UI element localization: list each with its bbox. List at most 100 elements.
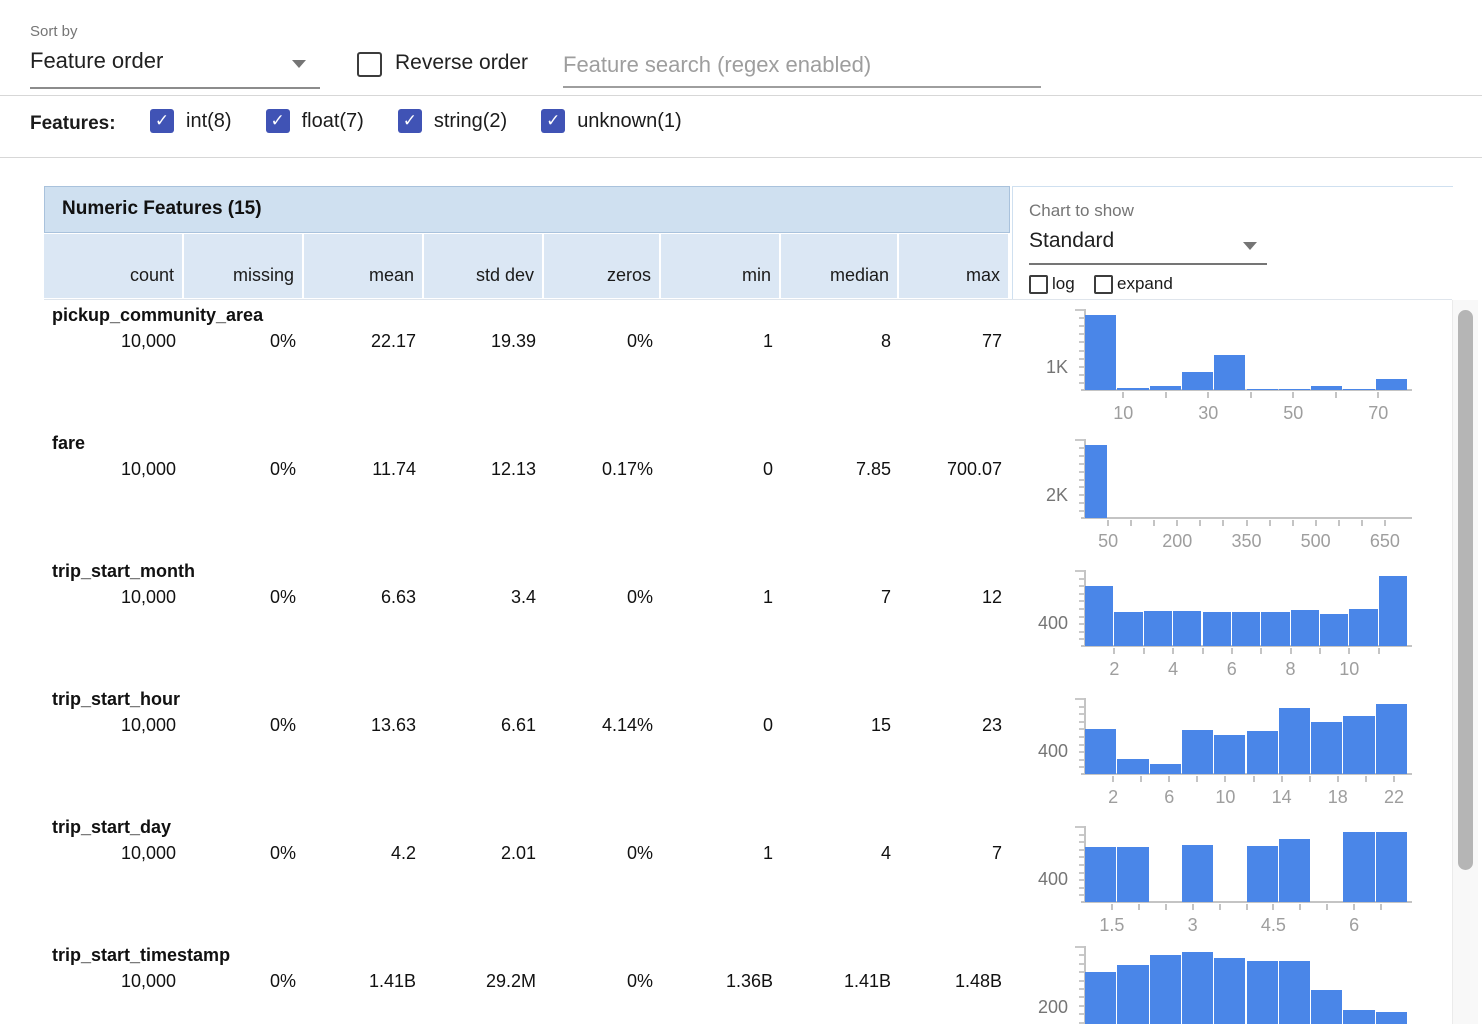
checkbox-checked[interactable]: ✓ — [541, 109, 566, 133]
filter-label: int(8) — [186, 109, 232, 132]
histogram-trip_start_timestamp: 200 — [1028, 940, 1452, 1024]
histogram-bar — [1231, 612, 1261, 646]
x-axis-tick — [1334, 392, 1337, 398]
histogram-bar — [1349, 609, 1378, 646]
feature-name: trip_start_timestamp — [52, 945, 231, 965]
stat-std-dev: 6.61 — [500, 715, 536, 735]
x-axis-tick — [1292, 392, 1295, 398]
x-axis-tick — [1353, 904, 1356, 910]
x-axis-tick-label: 3 — [1187, 915, 1198, 935]
numeric-features-panel: Numeric Features (15) count missing mean st… — [44, 186, 1478, 1024]
x-axis-tick — [1360, 520, 1363, 526]
feature-rows: pickup_community_area 10,000 0% 22.17 19.39 0… — [44, 300, 1478, 1024]
column-header-min: min — [661, 234, 779, 298]
checkbox-checked[interactable]: ✓ — [150, 109, 174, 133]
y-axis-tick — [1079, 720, 1084, 723]
checkbox-checked[interactable]: ✓ — [397, 109, 422, 133]
reverse-order-checkbox[interactable] — [357, 52, 382, 77]
x-axis-tick — [1191, 904, 1194, 910]
stat-count: 10,000 — [120, 331, 176, 351]
stat-median: 4 — [880, 843, 891, 863]
stat-missing: 0% — [269, 331, 296, 351]
feature-type-filter-float[interactable]: ✓ float(7) — [265, 109, 364, 133]
histogram-trip_start_day: 400 1.5 3 4.5 6 — [1028, 812, 1452, 940]
x-axis-tick — [1201, 648, 1204, 654]
histogram-bar — [1278, 961, 1311, 1024]
x-axis-tick-label: 10 — [1215, 787, 1236, 807]
chart-type-select[interactable]: Standard — [1029, 229, 1114, 253]
histogram-y-axis-label: 1K — [1045, 357, 1068, 377]
x-axis-tick-label: 4 — [1168, 659, 1179, 679]
y-axis-tick — [1079, 1021, 1084, 1024]
histogram-bar — [1378, 576, 1407, 646]
stat-median: 15 — [870, 715, 891, 735]
feature-search-input[interactable] — [563, 44, 1041, 88]
x-axis-tick — [1336, 776, 1339, 782]
histogram-x-axis — [1081, 645, 1412, 647]
x-axis-tick — [1280, 776, 1283, 782]
feature-row-trip_start_month: trip_start_month 10,000 0% 6.63 3.4 0% 1 7 12 400… — [44, 556, 1478, 684]
feature-type-filter-int[interactable]: ✓ int(8) — [150, 109, 232, 133]
y-axis-tick — [1079, 630, 1084, 633]
scrollbar-thumb[interactable] — [1458, 310, 1473, 870]
x-axis-tick-label: 10 — [1339, 659, 1360, 679]
y-axis-tick — [1079, 470, 1084, 473]
log-label: log — [1052, 274, 1075, 293]
histogram-bar — [1290, 610, 1319, 646]
histogram-trip_start_month: 400 2 4 6 8 10 — [1028, 556, 1452, 684]
y-axis-tick — [1079, 341, 1084, 344]
histogram-bar — [1085, 586, 1114, 646]
scrollbar-track[interactable] — [1452, 300, 1478, 1024]
y-axis-tick — [1079, 373, 1084, 376]
divider — [0, 157, 1482, 158]
stat-max: 12 — [981, 587, 1002, 607]
histogram-bar — [1181, 952, 1214, 1024]
y-axis-tick — [1079, 608, 1084, 610]
chart-to-show-label: Chart to show — [1029, 201, 1134, 220]
table-title: Numeric Features (15) — [62, 198, 262, 219]
x-axis-tick — [1207, 392, 1210, 398]
histogram-y-axis-label: 400 — [1037, 741, 1068, 761]
histogram-bar — [1117, 759, 1149, 774]
x-axis-tick — [1218, 904, 1221, 910]
histogram-bar — [1319, 614, 1349, 646]
x-axis-tick — [1137, 904, 1140, 910]
x-axis-tick — [1377, 392, 1380, 398]
expand-checkbox[interactable] — [1094, 275, 1113, 294]
y-axis-tick — [1079, 454, 1084, 457]
x-axis-tick-label: 1.5 — [1099, 915, 1125, 935]
x-axis-tick — [1164, 392, 1167, 398]
chart-controls: Chart to show Standard log expand — [1012, 186, 1453, 300]
histogram-y-axis-label: 400 — [1037, 869, 1068, 889]
histogram-bar — [1149, 764, 1181, 774]
stat-count: 10,000 — [120, 715, 176, 735]
histogram-bar — [1173, 611, 1202, 646]
histogram-bar — [1375, 832, 1407, 902]
feature-type-filter-unknown[interactable]: ✓ unknown(1) — [541, 109, 682, 133]
header-bottom-border — [44, 299, 1452, 300]
sort-by-label: Sort by — [30, 23, 78, 40]
stat-std-dev: 19.39 — [490, 331, 536, 351]
x-axis-tick — [1222, 520, 1225, 526]
feature-name: trip_start_hour — [52, 689, 181, 709]
feature-name: trip_start_day — [52, 817, 172, 837]
x-axis-tick-label: 70 — [1368, 403, 1389, 423]
x-axis-tick — [1176, 520, 1179, 526]
y-axis-tick — [1079, 1013, 1084, 1016]
sort-by-select[interactable]: Feature order — [30, 48, 322, 80]
log-checkbox[interactable] — [1029, 275, 1048, 294]
checkbox-checked[interactable]: ✓ — [265, 109, 290, 133]
histogram-bar — [1278, 708, 1311, 774]
checkmark-icon: ✓ — [270, 111, 285, 130]
feature-row-trip_start_day: trip_start_day 10,000 0% 4.2 2.01 0% 1 4 7 400 1.5… — [44, 812, 1478, 940]
histogram-bar — [1214, 958, 1246, 1024]
feature-type-filter-bar: Features: ✓ int(8) ✓ float(7) ✓ string(2) ✓ unk… — [0, 96, 1482, 157]
y-axis-tick — [1075, 698, 1084, 700]
x-axis-tick — [1172, 648, 1175, 654]
feature-type-filter-string[interactable]: ✓ string(2) — [397, 109, 507, 133]
x-axis-tick-label: 350 — [1231, 531, 1262, 551]
y-axis-tick — [1079, 962, 1084, 965]
x-axis-tick — [1230, 648, 1233, 654]
y-axis-tick — [1079, 996, 1084, 999]
stat-min: 0 — [762, 715, 773, 735]
